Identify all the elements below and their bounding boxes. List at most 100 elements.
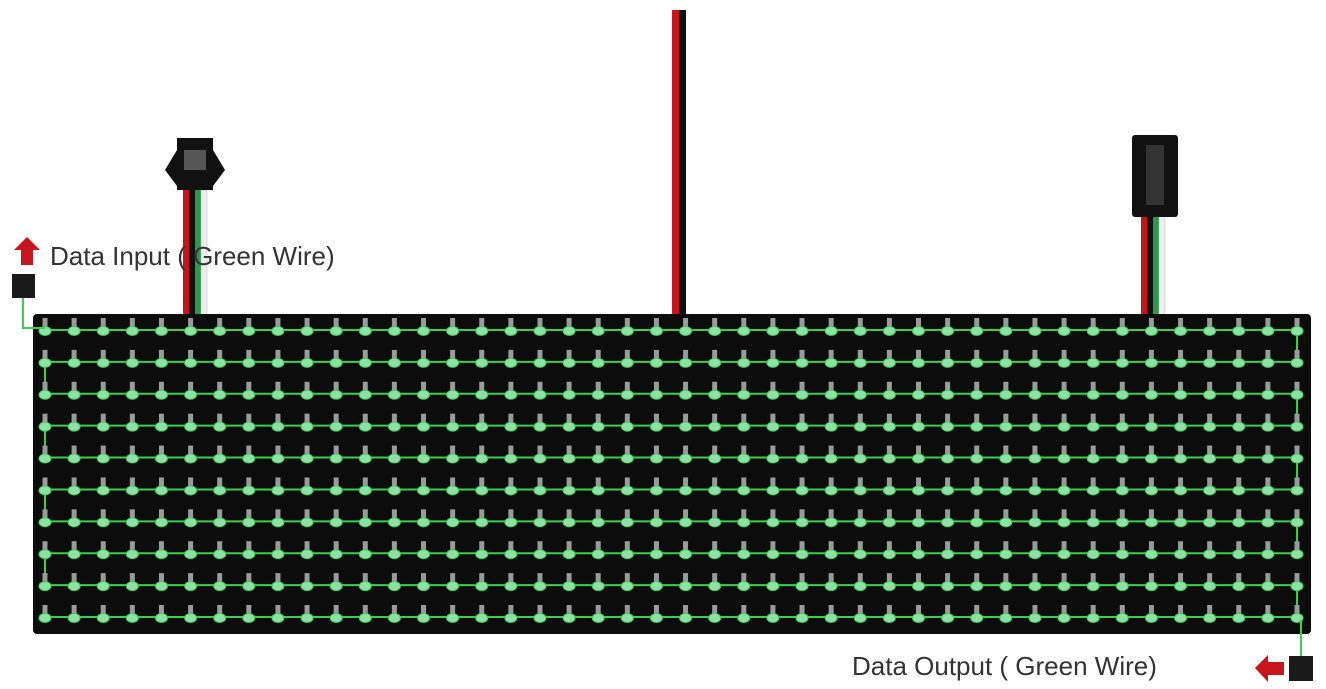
led-chip: [916, 541, 921, 550]
led: [883, 358, 895, 367]
led: [825, 422, 837, 431]
led-chip: [188, 605, 193, 614]
led: [825, 327, 837, 336]
led: [388, 390, 400, 399]
led-chip: [334, 605, 339, 614]
led-chip: [421, 318, 426, 327]
led-chip: [741, 414, 746, 423]
led-chip: [72, 605, 77, 614]
led-chip: [72, 446, 77, 455]
led-chip: [858, 573, 863, 582]
led-chip: [1032, 605, 1037, 614]
led-chip: [567, 573, 572, 582]
led-chip: [625, 477, 630, 486]
led-chip: [421, 509, 426, 518]
led: [825, 518, 837, 527]
led: [854, 550, 866, 559]
led: [1145, 550, 1157, 559]
led-chip: [246, 605, 251, 614]
led-chip: [159, 605, 164, 614]
led-chip: [101, 541, 106, 550]
led-chip: [1032, 573, 1037, 582]
led-chip: [800, 477, 805, 486]
led-chip: [683, 446, 688, 455]
led: [1029, 550, 1041, 559]
led: [388, 454, 400, 463]
led-chip: [945, 446, 950, 455]
led: [1262, 422, 1274, 431]
led-chip: [770, 350, 775, 359]
led: [650, 422, 662, 431]
led-chip: [101, 350, 106, 359]
led: [592, 582, 604, 591]
led: [1291, 550, 1303, 559]
led: [1233, 358, 1245, 367]
led-chip: [246, 382, 251, 391]
led-chip: [450, 541, 455, 550]
led: [912, 486, 924, 495]
led: [505, 550, 517, 559]
led-chip: [887, 509, 892, 518]
led: [650, 454, 662, 463]
led-chip: [305, 382, 310, 391]
led: [1145, 390, 1157, 399]
led: [1175, 486, 1187, 495]
led: [1262, 518, 1274, 527]
led-chip: [275, 541, 280, 550]
led: [883, 486, 895, 495]
led-chip: [334, 318, 339, 327]
led-chip: [1149, 382, 1154, 391]
led-chip: [741, 318, 746, 327]
led-chip: [625, 541, 630, 550]
led-chip: [188, 350, 193, 359]
led-chip: [217, 446, 222, 455]
led-chip: [683, 477, 688, 486]
led-chip: [741, 541, 746, 550]
led-chip: [887, 605, 892, 614]
led-chip: [217, 605, 222, 614]
led-chip: [392, 541, 397, 550]
led: [97, 486, 109, 495]
led-chip: [887, 318, 892, 327]
led-chip: [945, 605, 950, 614]
led-chip: [770, 318, 775, 327]
led: [883, 582, 895, 591]
led: [97, 614, 109, 623]
led: [185, 358, 197, 367]
led: [1175, 518, 1187, 527]
led: [418, 614, 430, 623]
led: [505, 358, 517, 367]
led-chip: [567, 382, 572, 391]
led-chip: [1003, 446, 1008, 455]
led: [1204, 550, 1216, 559]
led-chip: [334, 477, 339, 486]
led-chip: [1032, 414, 1037, 423]
led: [680, 518, 692, 527]
led-chip: [363, 541, 368, 550]
led-chip: [800, 541, 805, 550]
led: [1058, 550, 1070, 559]
led-chip: [246, 573, 251, 582]
led-chip: [1062, 541, 1067, 550]
led-chip: [101, 605, 106, 614]
led: [476, 518, 488, 527]
led-chip: [683, 350, 688, 359]
led-chip: [596, 414, 601, 423]
led: [126, 486, 138, 495]
led-chip: [1120, 350, 1125, 359]
output-connector: [1132, 135, 1178, 315]
led: [971, 518, 983, 527]
led: [301, 614, 313, 623]
led-chip: [72, 350, 77, 359]
led-chip: [800, 414, 805, 423]
led-chip: [130, 573, 135, 582]
led-chip: [537, 318, 542, 327]
led: [1029, 614, 1041, 623]
led-chip: [625, 605, 630, 614]
led-chip: [654, 477, 659, 486]
led-chip: [625, 446, 630, 455]
led-chip: [363, 414, 368, 423]
led-chip: [1236, 573, 1241, 582]
led-chip: [567, 446, 572, 455]
led: [476, 422, 488, 431]
